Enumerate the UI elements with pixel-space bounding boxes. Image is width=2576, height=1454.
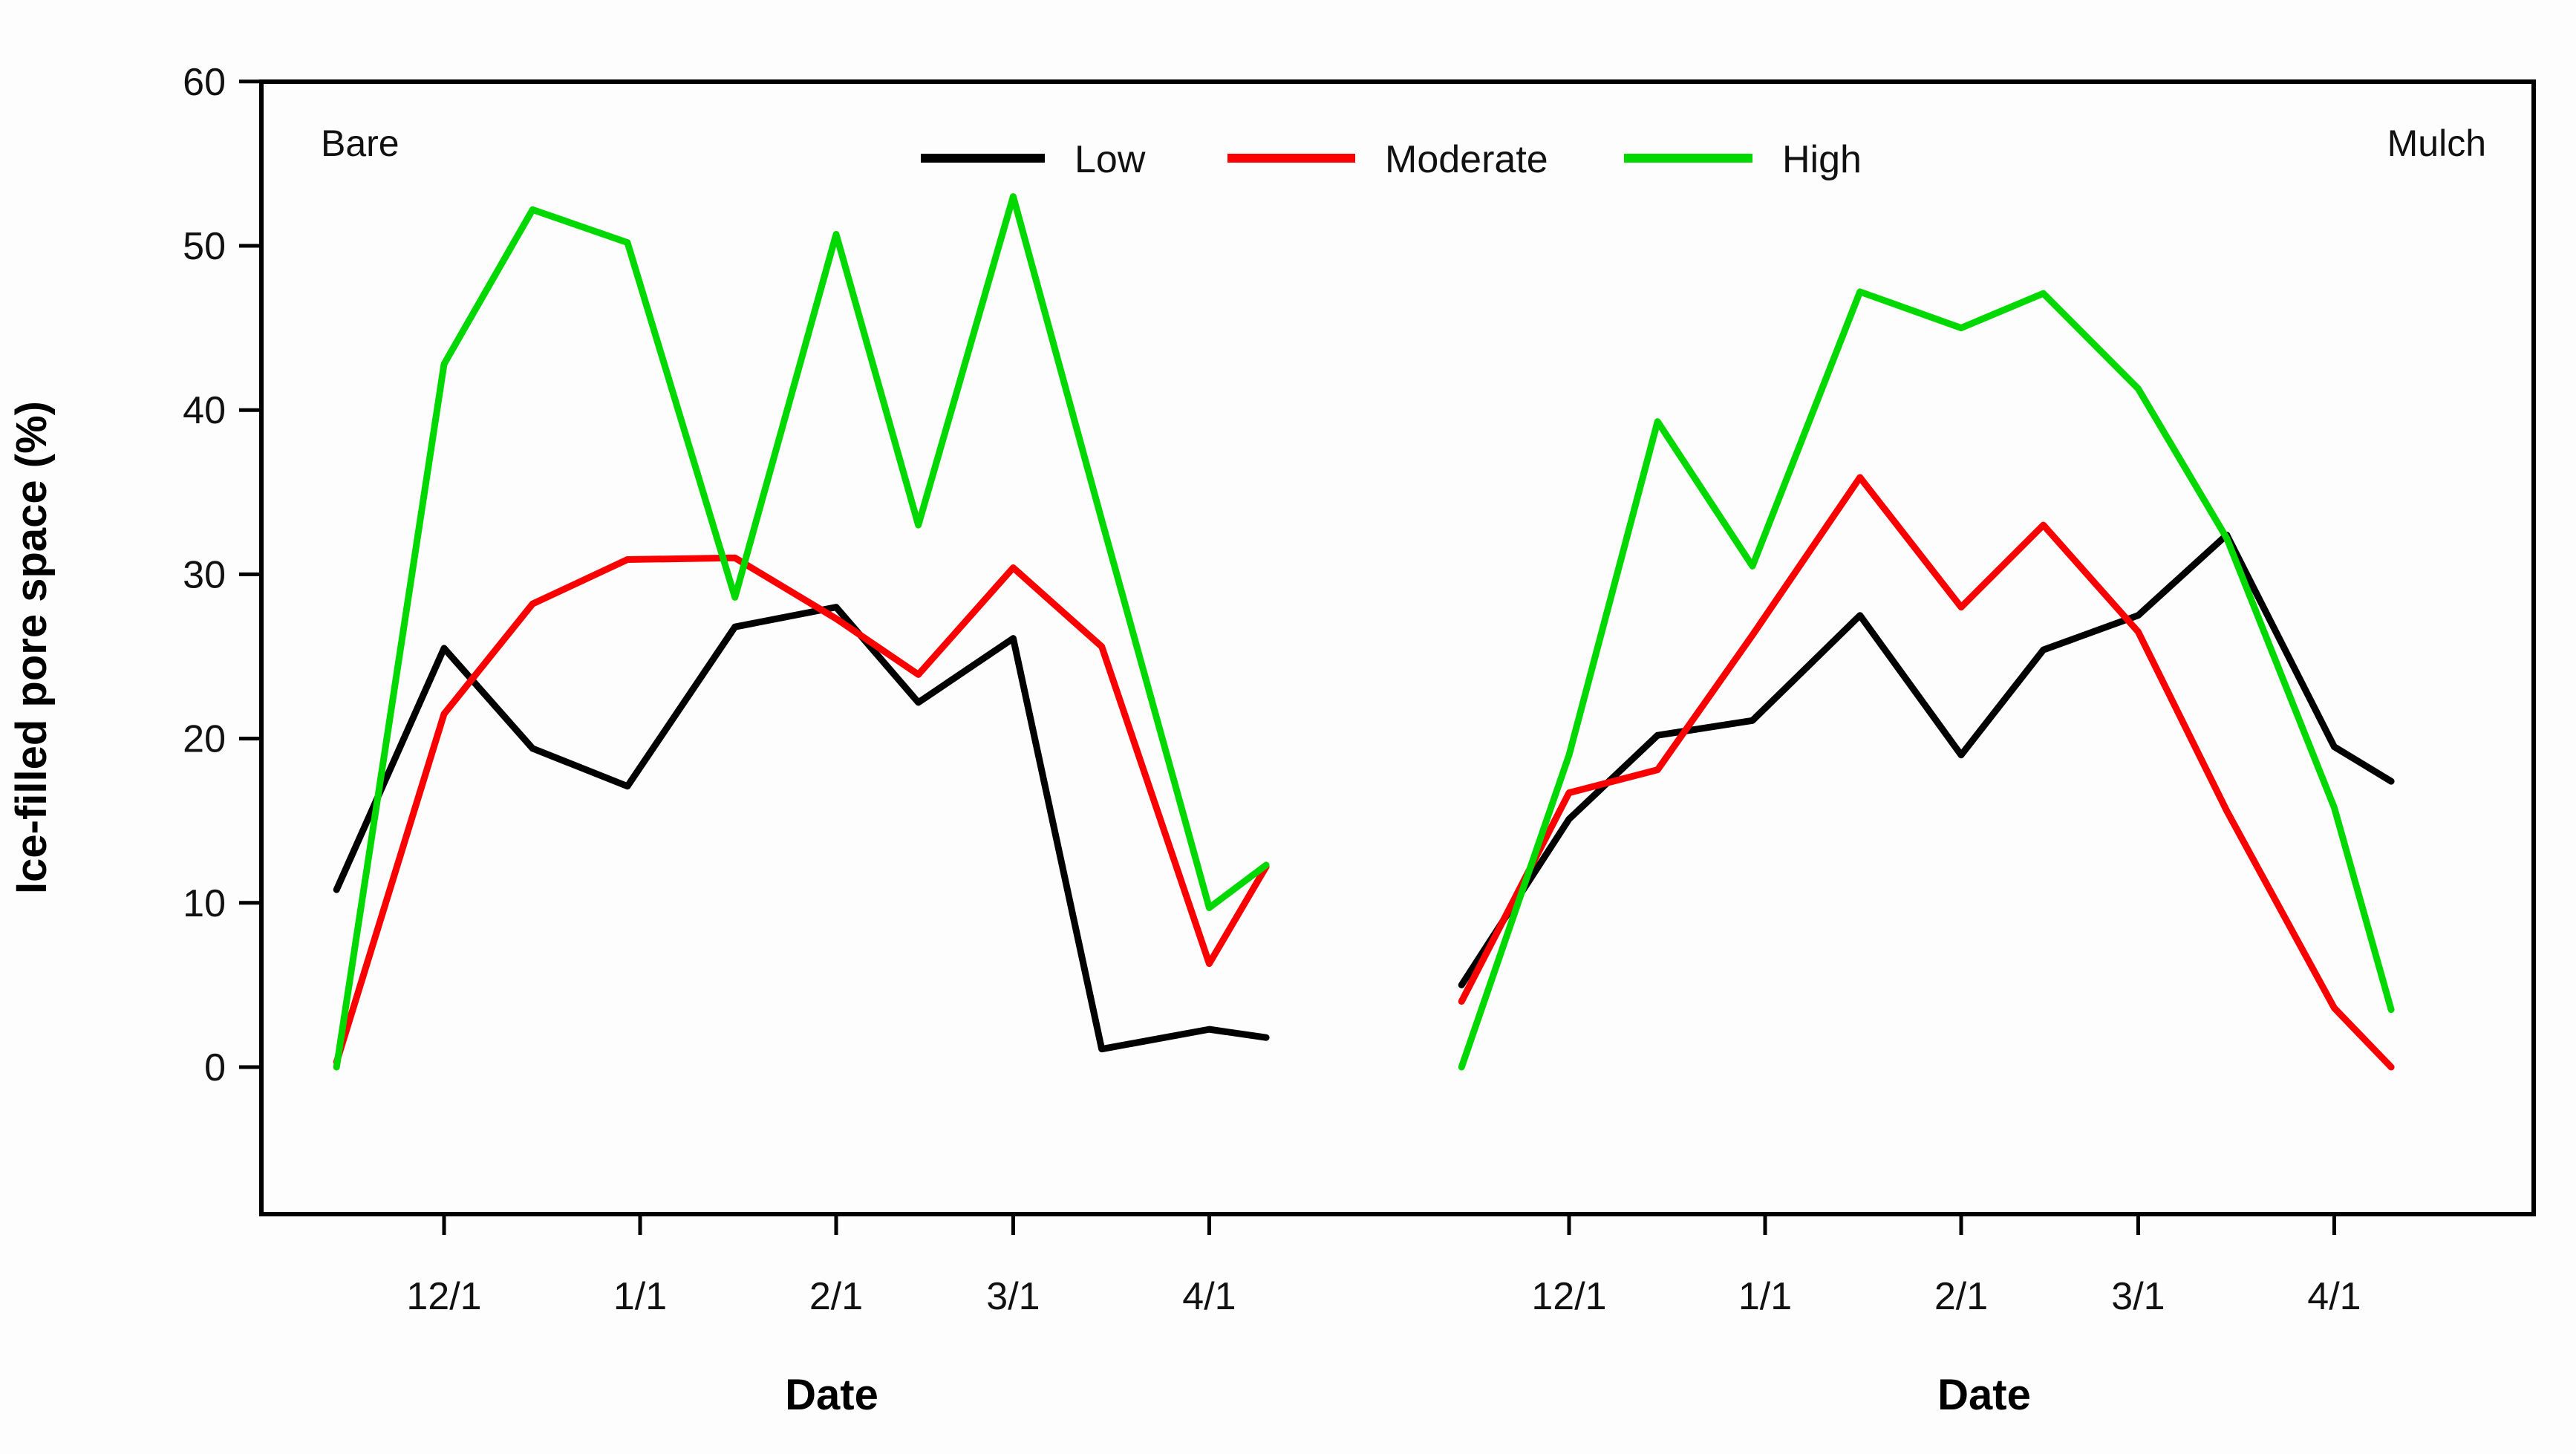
x-axis-ticks: 12/1 12/1 1/1 1/1 2/1 2/1 3/1 3/1 4/1 4/1	[406, 1214, 2361, 1318]
y-tick-label-20: 20	[183, 718, 226, 761]
legend-label-high: High	[1782, 138, 1862, 181]
x-tick-label-1-2/1: 2/1	[1934, 1275, 1988, 1318]
x-axis-title-mulch: Date	[1937, 1371, 2031, 1419]
y-tick-label-40: 40	[183, 389, 226, 432]
x-tick-label-1-12/1: 12/1	[1531, 1275, 1606, 1318]
x-axis-title-bare: Date	[785, 1371, 878, 1419]
y-axis-ticks: 0 10 20 30 40 50 60	[183, 61, 261, 1089]
x-tick-label-0-12/1: 12/1	[406, 1275, 481, 1318]
series-line-low-bare	[333, 604, 1270, 1053]
y-tick-label-60: 60	[183, 61, 226, 104]
panel-label-mulch: Mulch	[2387, 123, 2486, 164]
series-line-high-mulch	[1458, 288, 2395, 1071]
y-tick-label-30: 30	[183, 553, 226, 596]
x-tick-label-0-3/1: 3/1	[986, 1275, 1040, 1318]
legend: Low Moderate High	[921, 138, 1862, 181]
series-line-moderate-mulch	[1458, 474, 2395, 1071]
x-tick-label-1-1/1: 1/1	[1738, 1275, 1792, 1318]
x-tick-label-0-2/1: 2/1	[809, 1275, 863, 1318]
y-axis-title: Ice-filled pore space (%)	[7, 401, 56, 894]
series-line-moderate-bare	[333, 554, 1270, 1066]
y-tick-label-10: 10	[183, 882, 226, 925]
y-tick-label-0: 0	[204, 1046, 226, 1089]
x-tick-label-1-3/1: 3/1	[2111, 1275, 2165, 1318]
series-lines	[333, 193, 2395, 1071]
series-line-high-bare	[333, 193, 1270, 1071]
plot-frame	[259, 79, 2536, 1216]
x-tick-label-1-4/1: 4/1	[2307, 1275, 2361, 1318]
y-tick-label-50: 50	[183, 225, 226, 268]
series-line-low-mulch	[1458, 531, 2395, 988]
x-tick-label-0-1/1: 1/1	[613, 1275, 667, 1318]
x-tick-label-0-4/1: 4/1	[1182, 1275, 1236, 1318]
panel-label-bare: Bare	[321, 123, 400, 164]
legend-label-low: Low	[1075, 138, 1146, 181]
legend-label-moderate: Moderate	[1385, 138, 1548, 181]
